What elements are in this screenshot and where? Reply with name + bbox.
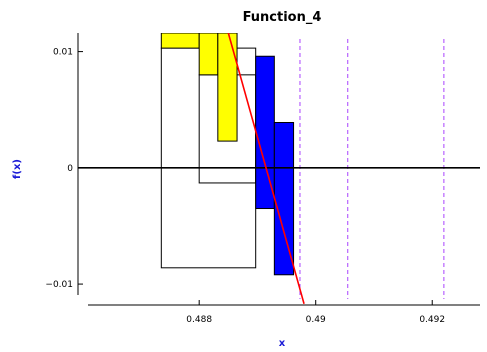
plot-area: [78, 33, 480, 305]
x-tick-label: 0.49: [306, 315, 326, 325]
x-tick-label: 0.492: [419, 315, 445, 325]
chart-title: Function_4: [243, 10, 322, 25]
y-tick-label: −0.01: [45, 280, 73, 290]
blue-box-2: [273, 122, 295, 276]
yellow-box-1: [160, 33, 200, 49]
axes: −0.01 0 0.01 0.488 0.49 0.492: [45, 33, 480, 325]
y-tick-label: 0.01: [53, 48, 73, 58]
yellow-box-3: [217, 33, 238, 142]
x-tick-label: 0.488: [186, 315, 212, 325]
y-tick-label: 0: [67, 164, 73, 174]
y-axis-label: f(x): [12, 159, 23, 179]
yellow-box-2: [198, 33, 219, 76]
x-axis-label: x: [279, 338, 286, 349]
function-line: [227, 33, 305, 305]
